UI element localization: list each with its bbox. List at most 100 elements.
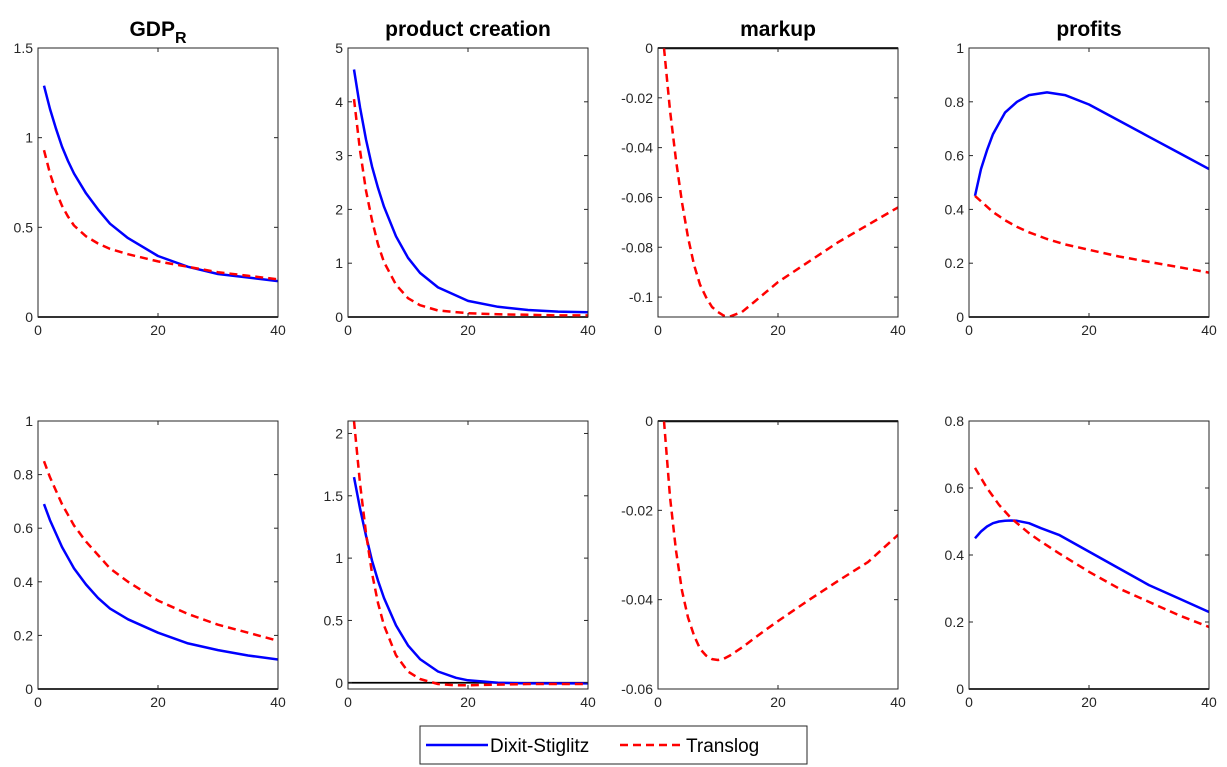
panel-4: profits 0 20 40 0 0.2 0.4 0.6 0.8 1	[945, 18, 1217, 338]
x-tick-label: 20	[770, 694, 786, 710]
series-line-translog	[352, 421, 588, 687]
x-tick-label: 20	[770, 322, 786, 338]
panel-3: markup 0 20 40 -0.1 -0.08 -0.06 -0.04 -0.02 0	[621, 18, 906, 338]
legend: Dixit-Stiglitz Translog	[419, 725, 808, 765]
panel-title: GDPR	[129, 18, 187, 47]
y-tick-label: 0.5	[14, 219, 34, 235]
x-tick-label: 40	[1201, 694, 1217, 710]
panel-title: profits	[1056, 18, 1121, 41]
y-tick-label: 0.4	[14, 574, 34, 590]
x-tick-label: 20	[150, 694, 166, 710]
y-tick-label: 0	[335, 675, 343, 691]
panel-2: product creation 0 20 40 0 1 2 3 4 5	[335, 18, 596, 338]
series-line-translog	[662, 421, 898, 662]
x-tick-label: 20	[1081, 322, 1097, 338]
y-tick-label: 3	[335, 148, 343, 164]
x-tick-label: 0	[344, 322, 352, 338]
y-tick-label: 0	[956, 681, 964, 697]
y-tick-label: -0.1	[629, 289, 653, 305]
x-tick-label: 40	[890, 694, 906, 710]
axes-box	[347, 420, 589, 690]
x-tick-label: 40	[580, 694, 596, 710]
x-tick-label: 40	[1201, 322, 1217, 338]
series-line-dixit-stiglitz	[352, 476, 588, 685]
x-tick-label: 0	[965, 694, 973, 710]
y-tick-label: 1.5	[324, 488, 344, 504]
y-tick-label: 0.6	[945, 480, 965, 496]
y-tick-label: 2	[335, 425, 343, 441]
series-line-dixit-stiglitz	[42, 503, 278, 661]
axes-box	[657, 420, 899, 690]
y-tick-label: -0.04	[621, 140, 653, 156]
y-tick-label: 0.2	[945, 614, 965, 630]
series-line-translog	[974, 194, 1209, 274]
axes-box	[347, 47, 589, 318]
y-tick-label: 0	[956, 309, 964, 325]
y-tick-label: -0.02	[621, 502, 653, 518]
series-line-dixit-stiglitz	[973, 91, 1209, 197]
y-tick-label: 0.6	[945, 148, 965, 164]
y-tick-label: 1	[956, 40, 964, 56]
y-tick-label: -0.06	[621, 681, 653, 697]
y-tick-label: 0.8	[945, 413, 965, 429]
legend-label-translog: Translog	[686, 736, 759, 757]
x-tick-label: 0	[344, 694, 352, 710]
y-tick-label: 1	[25, 413, 33, 429]
y-tick-label: 1	[25, 130, 33, 146]
y-tick-label: 0.8	[14, 467, 34, 483]
series-line-translog	[973, 467, 1209, 629]
y-tick-label: 2	[335, 201, 343, 217]
y-tick-label: 0.8	[945, 94, 965, 110]
y-tick-label: 0	[335, 309, 343, 325]
x-tick-label: 0	[34, 694, 42, 710]
x-tick-label: 20	[460, 322, 476, 338]
panel-8: 0 20 40 0 0.2 0.4 0.6 0.8	[945, 413, 1217, 710]
x-tick-label: 40	[890, 322, 906, 338]
series-line-translog	[42, 460, 278, 643]
x-tick-label: 0	[965, 322, 973, 338]
legend-label-dixit-stiglitz: Dixit-Stiglitz	[490, 736, 589, 757]
x-tick-label: 40	[580, 322, 596, 338]
y-tick-label: 0	[645, 413, 653, 429]
y-tick-label: 0.4	[945, 201, 965, 217]
panel-title: markup	[740, 18, 816, 41]
series-line-dixit-stiglitz	[974, 519, 1209, 614]
y-tick-label: 0.5	[324, 612, 344, 628]
x-tick-label: 0	[34, 322, 42, 338]
axes-box	[968, 47, 1210, 318]
y-tick-label: 1.5	[14, 40, 34, 56]
x-tick-label: 40	[270, 322, 286, 338]
y-tick-label: 0.6	[14, 520, 34, 536]
series-line-translog	[662, 48, 898, 317]
y-tick-label: 1	[335, 550, 343, 566]
y-tick-label: 4	[335, 94, 343, 110]
x-tick-label: 40	[270, 694, 286, 710]
x-tick-label: 20	[1081, 694, 1097, 710]
panel-7: 0 20 40 -0.06 -0.04 -0.02 0	[621, 413, 906, 710]
axes-box	[657, 47, 899, 318]
y-tick-label: 0	[25, 681, 33, 697]
y-tick-label: -0.02	[621, 90, 653, 106]
y-tick-label: 0.2	[945, 255, 965, 271]
x-tick-label: 0	[654, 322, 662, 338]
series-line-dixit-stiglitz	[352, 69, 588, 314]
x-tick-label: 20	[150, 322, 166, 338]
x-tick-label: 20	[460, 694, 476, 710]
y-tick-label: 0	[25, 309, 33, 325]
y-tick-label: 5	[335, 40, 343, 56]
series-line-translog	[352, 98, 588, 317]
x-tick-label: 0	[654, 694, 662, 710]
panel-5: 0 20 40 0 0.2 0.4 0.6 0.8 1	[14, 413, 286, 710]
axes-box	[968, 420, 1210, 690]
panel-title-subscript: R	[175, 30, 187, 47]
y-tick-label: -0.08	[621, 239, 653, 255]
panel-title: product creation	[385, 18, 551, 41]
axes-box	[37, 420, 279, 690]
y-tick-label: 1	[335, 255, 343, 271]
panel-6: 0 20 40 0 0.5 1 1.5 2	[324, 420, 596, 710]
series-line-dixit-stiglitz	[42, 85, 278, 283]
y-tick-label: -0.04	[621, 592, 653, 608]
y-tick-label: 0	[645, 40, 653, 56]
y-tick-label: -0.06	[621, 189, 653, 205]
